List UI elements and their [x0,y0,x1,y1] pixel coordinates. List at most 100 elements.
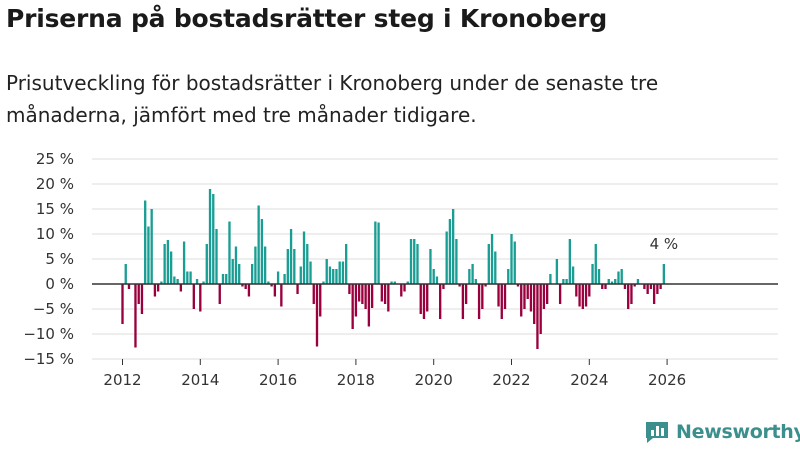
bar [610,281,614,284]
bar [244,284,247,289]
x-axis-ticks: 2012 2014 2016 2018 2020 2022 2024 2026 [103,359,686,389]
bar [468,269,471,284]
bar [542,284,546,309]
bar [416,244,419,284]
bar [536,284,539,349]
bar [474,279,478,284]
bar [127,284,131,289]
bar [477,284,481,319]
bar [270,284,273,287]
bar [627,284,630,309]
bar [662,264,666,284]
bar [409,239,413,284]
bar [182,241,186,284]
bar [238,264,241,284]
bar [328,266,332,284]
bar [413,239,416,284]
bars [121,189,666,349]
bar [267,281,270,284]
bar [273,284,277,297]
y-tick-label: 0 % [45,275,74,293]
bar [215,229,218,284]
newsworthy-logo-icon [646,422,668,443]
bar [442,284,445,289]
bar [636,279,640,284]
bar [212,194,215,284]
bar [286,249,289,284]
annotations: 4 % [650,235,679,253]
bar [646,284,649,294]
bar [558,284,562,304]
bar [357,284,361,302]
bar [319,284,322,317]
bar [325,259,328,284]
bar [221,274,225,284]
bar [315,284,319,347]
bar [565,279,568,284]
bar [529,284,533,312]
bar [137,284,140,304]
bar [348,284,351,294]
bar [121,284,124,324]
bar [581,284,584,309]
bar [633,284,636,287]
bar [263,246,267,284]
y-tick-label: −10 % [23,325,74,343]
x-tick-label: 2020 [415,371,453,389]
bar [195,279,199,284]
bar [380,284,384,302]
bar [166,240,170,284]
bar [614,279,617,284]
bar [455,239,458,284]
bar [367,284,371,327]
bar [241,284,244,287]
bar [341,261,345,284]
bar [523,284,526,309]
x-tick-label: 2016 [259,371,297,389]
bar [591,264,594,284]
bar [649,284,653,289]
bar [545,284,549,304]
bar [205,244,208,284]
bar [390,281,393,284]
bar [160,281,163,284]
bar [218,284,221,304]
bar [293,249,296,284]
bar [630,284,633,304]
y-tick-label: 15 % [36,200,74,218]
bar [575,284,578,297]
bar [497,284,500,307]
chart-title: Priserna på bostadsrätter steg i Kronobe… [6,4,608,33]
bar [153,284,157,297]
bar-chart: −15 % −10 % −5 % 0 % 5 % 10 % 15 % 20 % 25 % 201… [23,150,778,389]
bar [607,279,610,284]
bar [568,239,572,284]
bar [464,284,468,304]
bar [594,244,597,284]
bar [516,284,520,287]
bar [500,284,503,319]
bar [549,274,552,284]
bar [361,284,364,304]
bar [435,276,439,284]
gridlines [92,158,778,360]
bar [507,269,510,284]
bar [643,284,646,289]
bar [617,271,620,284]
bar [176,279,179,284]
bar [584,284,588,307]
bar [208,189,212,284]
bar [186,271,189,284]
bar [484,284,487,287]
bar [309,261,312,284]
bar [652,284,656,304]
bar [487,244,490,284]
bar [163,244,166,284]
bar [526,284,529,299]
bar [124,264,127,284]
bar [490,234,494,284]
y-tick-label: −15 % [23,350,74,368]
bar [364,284,367,309]
bar [451,209,455,284]
bar [555,259,559,284]
